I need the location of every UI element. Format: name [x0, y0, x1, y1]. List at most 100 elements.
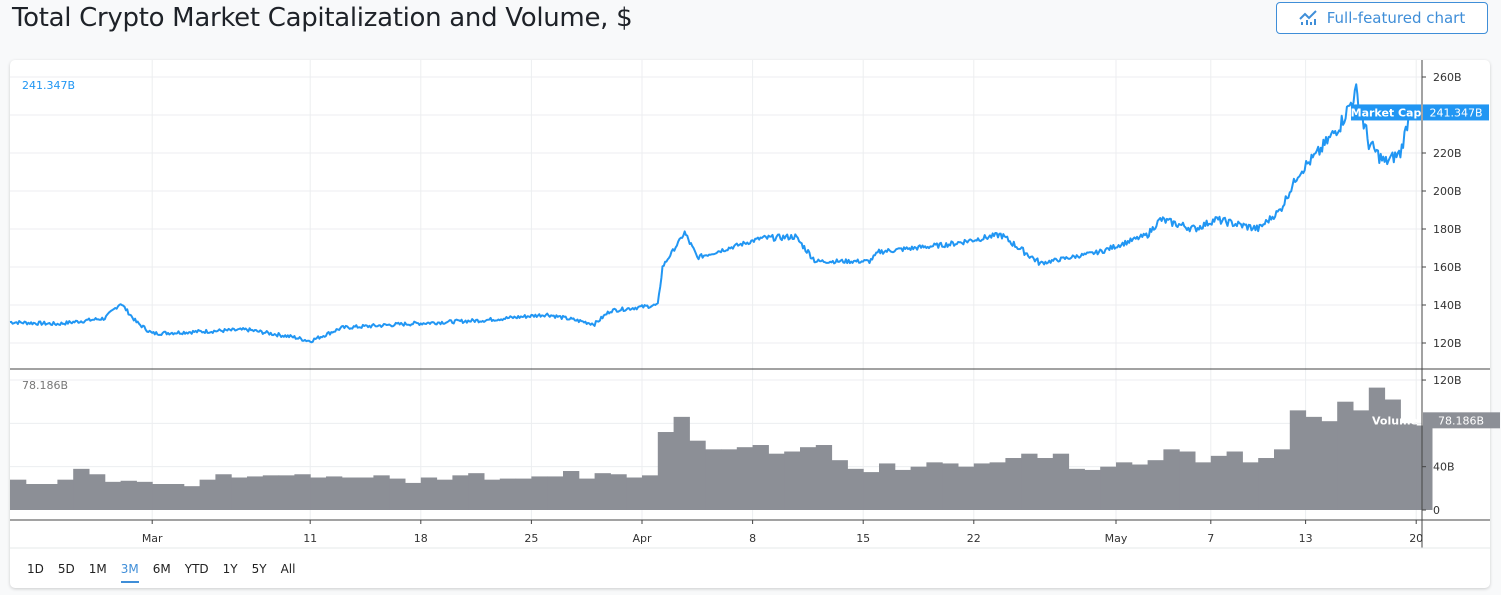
range-5d[interactable]: 5D — [57, 562, 75, 576]
volume-bar — [1195, 462, 1212, 510]
volume-bar — [673, 416, 690, 510]
volume-bar — [310, 477, 327, 510]
volume-bar — [1353, 410, 1370, 510]
page-title: Total Crypto Market Capitalization and V… — [12, 3, 633, 33]
volume-bar — [199, 479, 216, 510]
volume-bar — [1337, 401, 1354, 510]
market-cap-label-bg — [1351, 104, 1421, 121]
volume-bar — [989, 462, 1006, 510]
volume-bar — [420, 477, 438, 510]
time-tick-label: 8 — [749, 532, 756, 545]
volume-bar — [1416, 425, 1433, 510]
volume-bar — [1400, 423, 1417, 510]
volume-bar — [768, 453, 785, 510]
full-featured-chart-button[interactable]: Full-featured chart — [1276, 2, 1488, 34]
volume-bar — [1131, 464, 1149, 510]
range-5y[interactable]: 5Y — [251, 562, 267, 576]
time-tick-label: 22 — [967, 532, 981, 545]
volume-bar — [1116, 462, 1133, 510]
volume-bar — [1037, 458, 1054, 510]
volume-bar — [405, 482, 422, 510]
volume-bar — [136, 481, 153, 510]
time-tick-label: Apr — [632, 532, 652, 545]
volume-bar — [152, 484, 169, 510]
range-selector: 1D 5D 1M 3M 6M YTD 1Y 5Y All — [27, 562, 309, 583]
volume-bar — [1163, 449, 1180, 510]
range-1y[interactable]: 1Y — [222, 562, 238, 576]
volume-bar — [10, 479, 27, 510]
volume-bar — [547, 476, 564, 510]
volume-bar — [247, 476, 264, 510]
time-tick-label: 11 — [303, 532, 317, 545]
volume-bar — [863, 472, 880, 510]
range-3m[interactable]: 3M — [120, 562, 139, 583]
range-1d[interactable]: 1D — [27, 562, 44, 576]
volume-bar — [1274, 449, 1291, 510]
market-cap-line — [9, 83, 1411, 344]
volume-bar — [736, 447, 754, 510]
full-featured-chart-label: Full-featured chart — [1326, 9, 1466, 27]
volume-bar — [1289, 410, 1307, 510]
volume-bar — [215, 474, 232, 510]
volume-bar — [1147, 460, 1164, 510]
volume-bar — [25, 484, 43, 510]
time-tick-label: Mar — [142, 532, 163, 545]
volume-tick-label: 120B — [1433, 374, 1462, 387]
volume-bar — [41, 484, 58, 510]
range-6m[interactable]: 6M — [152, 562, 171, 576]
volume-legend-value: 78.186B — [22, 379, 68, 392]
volume-bar — [1258, 458, 1275, 510]
market-cap-legend-value: 241.347B — [22, 79, 75, 92]
volume-bar — [784, 451, 801, 510]
volume-bar — [894, 469, 912, 510]
volume-bar — [1084, 469, 1101, 510]
volume-bar — [910, 466, 927, 510]
volume-bar — [705, 449, 722, 510]
range-ytd[interactable]: YTD — [184, 562, 209, 576]
range-all[interactable]: All — [280, 562, 296, 576]
time-tick-label: 15 — [856, 532, 870, 545]
volume-bar — [341, 477, 359, 510]
volume-bar — [626, 477, 643, 510]
volume-bar — [594, 473, 611, 510]
volume-bar — [389, 478, 406, 510]
volume-bar — [973, 463, 991, 510]
range-1m[interactable]: 1M — [88, 562, 107, 576]
volume-bar — [168, 484, 185, 510]
volume-bar — [484, 479, 501, 510]
volume-bar — [278, 475, 295, 510]
time-tick-label: 13 — [1299, 532, 1313, 545]
volume-bar — [1210, 455, 1228, 510]
price-tick-label: 160B — [1433, 261, 1462, 274]
volume-bar — [294, 474, 311, 510]
volume-bar — [1068, 468, 1085, 510]
volume-bar — [373, 475, 390, 510]
price-tick-label: 200B — [1433, 185, 1462, 198]
volume-bar — [452, 475, 469, 510]
volume-bar — [800, 447, 817, 510]
volume-bar — [73, 468, 90, 510]
volume-bar — [436, 479, 453, 510]
volume-bar — [1242, 462, 1259, 510]
volume-bar — [1005, 458, 1022, 510]
price-tick-label: 180B — [1433, 223, 1462, 236]
volume-bar — [610, 474, 627, 510]
volume-bar — [578, 478, 596, 510]
volume-bar — [120, 480, 137, 510]
volume-bar — [89, 474, 106, 510]
volume-bar — [515, 478, 532, 510]
volume-bar — [642, 475, 659, 510]
volume-bar — [499, 478, 517, 510]
price-tick-label: 140B — [1433, 299, 1462, 312]
volume-bar — [1052, 453, 1070, 510]
volume-bar — [1368, 387, 1386, 510]
volume-bar — [1305, 416, 1322, 510]
volume-bar — [326, 476, 343, 510]
volume-bar — [183, 486, 201, 510]
volume-bar — [926, 462, 943, 510]
volume-bar — [689, 440, 706, 510]
volume-bar — [1226, 451, 1243, 510]
volume-bar — [1021, 453, 1038, 510]
volume-bar — [958, 466, 975, 510]
